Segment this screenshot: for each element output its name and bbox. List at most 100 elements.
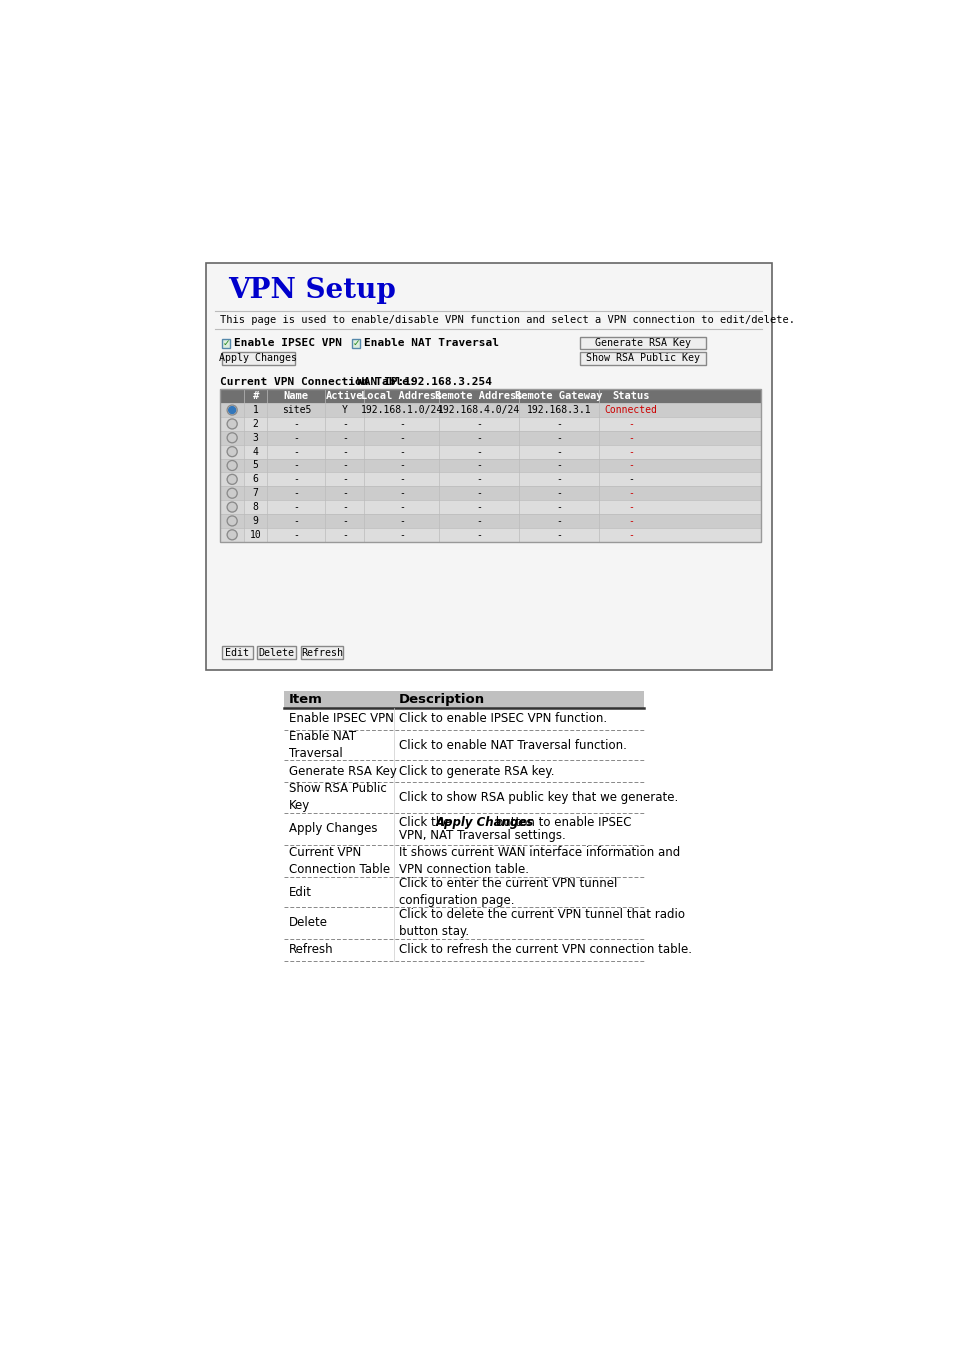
Bar: [352, 339, 360, 347]
Text: 2: 2: [253, 419, 258, 428]
Text: Edit: Edit: [225, 647, 249, 658]
Text: 192.168.4.0/24: 192.168.4.0/24: [437, 405, 519, 415]
Text: Enable NAT
Traversal: Enable NAT Traversal: [289, 730, 355, 761]
Text: site5: site5: [281, 405, 311, 415]
Text: -: -: [398, 503, 404, 512]
Text: -: -: [476, 432, 481, 443]
Bar: [221, 646, 253, 659]
Text: -: -: [556, 432, 561, 443]
Text: -: -: [342, 447, 348, 457]
Text: -: -: [398, 447, 404, 457]
Text: -: -: [627, 432, 634, 443]
Text: Delete: Delete: [258, 647, 294, 658]
Text: button to enable IPSEC: button to enable IPSEC: [492, 816, 631, 830]
Bar: [220, 458, 244, 473]
Text: -: -: [476, 530, 481, 540]
Bar: [284, 907, 643, 939]
Text: -: -: [476, 447, 481, 457]
Text: -: -: [556, 447, 561, 457]
Bar: [244, 513, 760, 528]
Bar: [284, 813, 643, 846]
Text: -: -: [476, 461, 481, 470]
Bar: [244, 458, 760, 473]
Text: Name: Name: [283, 392, 309, 401]
Text: -: -: [556, 503, 561, 512]
Text: 5: 5: [253, 461, 258, 470]
Bar: [579, 353, 705, 365]
Text: 4: 4: [253, 447, 258, 457]
Text: -: -: [398, 419, 404, 428]
Circle shape: [229, 517, 235, 524]
Text: ✓: ✓: [222, 339, 230, 349]
Bar: [244, 486, 760, 500]
Bar: [284, 761, 643, 782]
Text: -: -: [293, 432, 299, 443]
Text: Item: Item: [289, 693, 322, 707]
Text: -: -: [293, 419, 299, 428]
Bar: [284, 730, 643, 761]
Circle shape: [229, 449, 235, 455]
Text: Click to generate RSA key.: Click to generate RSA key.: [398, 765, 554, 778]
Text: -: -: [627, 530, 634, 540]
Text: -: -: [398, 461, 404, 470]
Text: -: -: [476, 474, 481, 485]
Text: 8: 8: [253, 503, 258, 512]
Bar: [244, 500, 760, 513]
Text: Click to enable NAT Traversal function.: Click to enable NAT Traversal function.: [398, 739, 626, 751]
Text: Show RSA Public
Key: Show RSA Public Key: [289, 782, 386, 812]
Text: 192.168.3.1: 192.168.3.1: [526, 405, 591, 415]
Circle shape: [229, 434, 235, 442]
Circle shape: [227, 474, 237, 485]
Text: Delete: Delete: [289, 916, 328, 929]
Circle shape: [229, 407, 235, 413]
Circle shape: [229, 462, 235, 469]
Text: -: -: [627, 419, 634, 428]
Text: Current VPN
Connection Table: Current VPN Connection Table: [289, 846, 390, 877]
Text: #: #: [253, 392, 258, 401]
Text: -: -: [398, 432, 404, 443]
Text: -: -: [556, 461, 561, 470]
Text: -: -: [293, 488, 299, 499]
Text: Generate RSA Key: Generate RSA Key: [595, 338, 690, 349]
Text: -: -: [342, 488, 348, 499]
Bar: [206, 263, 771, 670]
Text: Status: Status: [612, 392, 649, 401]
Text: -: -: [556, 419, 561, 428]
Text: Y: Y: [342, 405, 348, 415]
Text: Generate RSA Key: Generate RSA Key: [289, 765, 396, 778]
Text: Enable IPSEC VPN: Enable IPSEC VPN: [289, 712, 394, 725]
Text: Remote Gateway: Remote Gateway: [515, 392, 602, 401]
Bar: [244, 431, 760, 444]
Circle shape: [227, 488, 237, 499]
Bar: [579, 336, 705, 349]
Text: -: -: [342, 432, 348, 443]
Text: Active: Active: [326, 392, 363, 401]
Bar: [221, 353, 294, 365]
Text: -: -: [293, 503, 299, 512]
Bar: [220, 389, 760, 542]
Text: -: -: [556, 530, 561, 540]
Text: VPN, NAT Traversal settings.: VPN, NAT Traversal settings.: [398, 828, 565, 842]
Text: -: -: [293, 530, 299, 540]
Text: Enable IPSEC VPN: Enable IPSEC VPN: [233, 338, 341, 349]
Text: -: -: [627, 447, 634, 457]
Text: Refresh: Refresh: [300, 647, 342, 658]
Bar: [244, 473, 760, 486]
Text: -: -: [342, 516, 348, 526]
Text: -: -: [342, 503, 348, 512]
Text: -: -: [342, 461, 348, 470]
Text: 7: 7: [253, 488, 258, 499]
Text: Local Address: Local Address: [361, 392, 442, 401]
Circle shape: [227, 419, 237, 428]
Bar: [244, 403, 760, 417]
Text: Apply Changes: Apply Changes: [436, 816, 534, 830]
Text: 1: 1: [253, 405, 258, 415]
Text: -: -: [476, 419, 481, 428]
Text: -: -: [556, 488, 561, 499]
Bar: [221, 339, 230, 347]
Text: ✓: ✓: [353, 339, 360, 349]
Bar: [284, 939, 643, 961]
Circle shape: [227, 461, 237, 470]
Circle shape: [227, 530, 237, 540]
Bar: [284, 877, 643, 907]
